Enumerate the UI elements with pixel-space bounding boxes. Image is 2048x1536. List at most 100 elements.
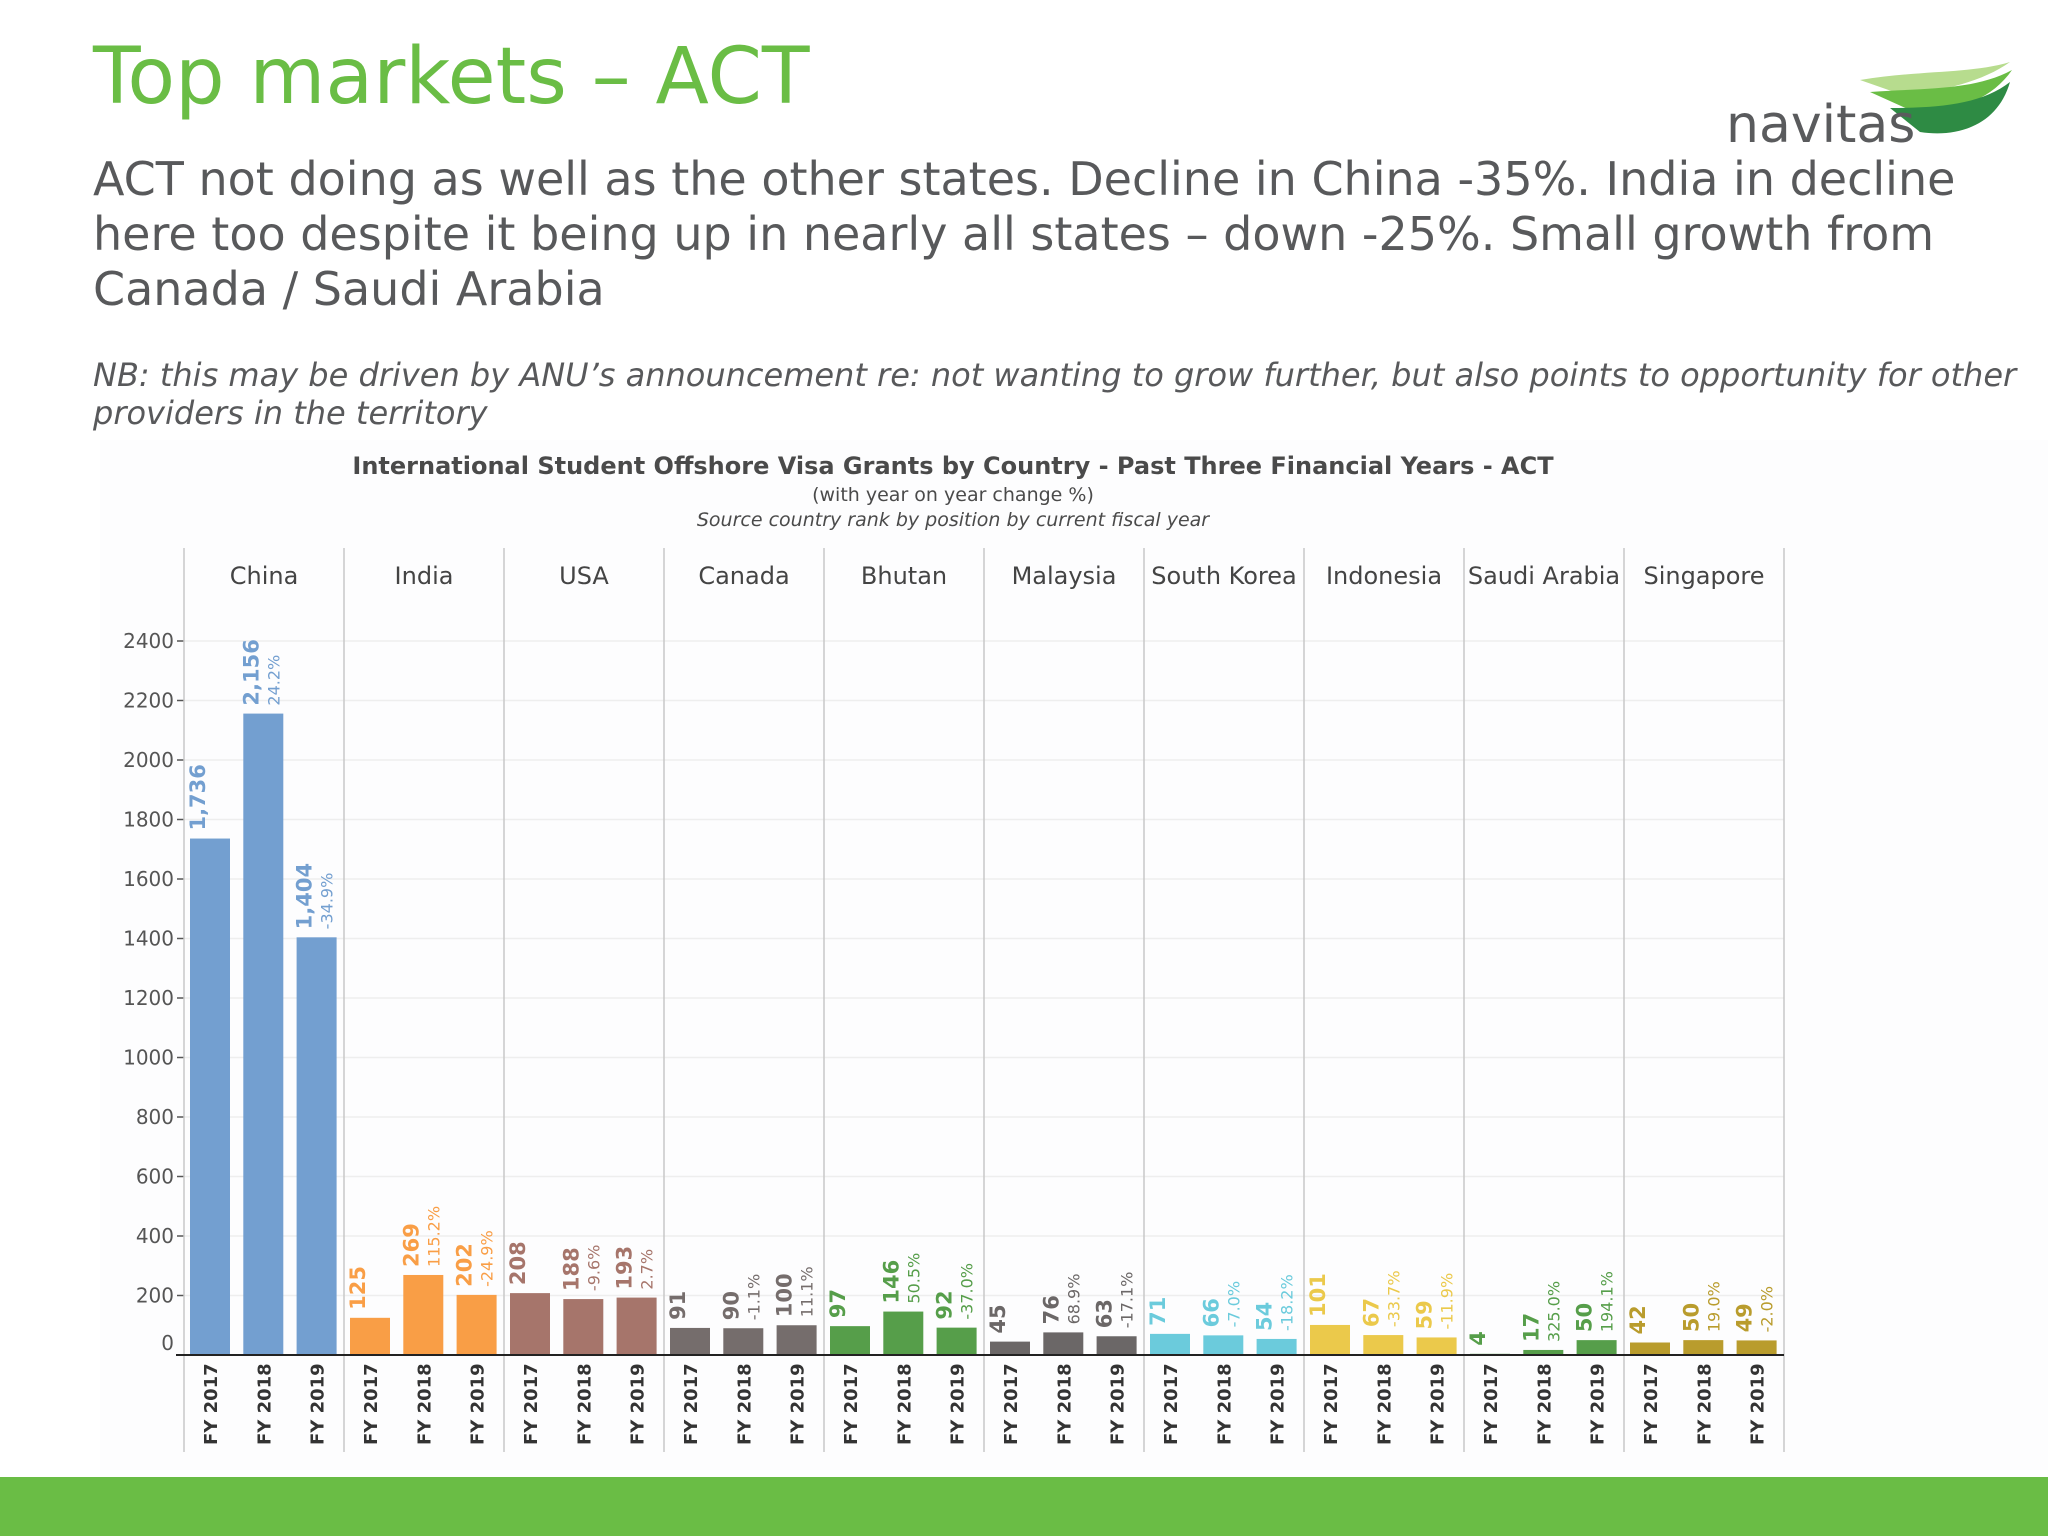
y-tick-label: 400: [136, 1224, 174, 1248]
x-tick-label: FY 2019: [1428, 1363, 1449, 1445]
bar: [616, 1297, 657, 1355]
change-label: -37.0%: [958, 1263, 977, 1320]
country-header: Malaysia: [1012, 562, 1117, 590]
country-header: India: [395, 562, 454, 590]
slide-note: NB: this may be driven by ANU’s announce…: [93, 356, 2017, 432]
country-header: Singapore: [1643, 562, 1764, 590]
x-tick-label: FY 2017: [361, 1363, 382, 1445]
change-label: 2.7%: [638, 1249, 657, 1290]
bar: [190, 838, 230, 1355]
data-label: 125: [346, 1266, 370, 1310]
change-label: 50.5%: [904, 1253, 923, 1304]
x-tick-label: FY 2017: [841, 1363, 862, 1445]
x-tick-label: FY 2019: [1588, 1363, 1609, 1445]
x-tick-label: FY 2019: [628, 1363, 649, 1445]
y-tick-label: 1400: [123, 927, 174, 951]
data-label: 42: [1626, 1305, 1650, 1334]
data-label: 67: [1359, 1298, 1383, 1327]
footer-bar: [0, 1477, 2048, 1536]
data-label: 4: [1466, 1331, 1490, 1346]
y-tick-label: 1200: [123, 986, 174, 1010]
data-label: 146: [879, 1260, 903, 1304]
logo-swoosh-dark: [1890, 82, 2010, 134]
x-tick-label: FY 2018: [1694, 1363, 1715, 1445]
x-tick-label: FY 2019: [948, 1363, 969, 1445]
change-label: -34.9%: [318, 873, 337, 930]
x-tick-label: FY 2017: [1321, 1363, 1342, 1445]
bar: [1683, 1340, 1724, 1355]
x-tick-label: FY 2017: [1161, 1363, 1182, 1445]
data-label: 54: [1253, 1302, 1277, 1331]
bar: [1203, 1335, 1244, 1355]
bar: [1363, 1335, 1404, 1355]
country-header: Canada: [698, 562, 789, 590]
bar: [243, 713, 284, 1355]
chart-subtitle: (with year on year change %): [812, 484, 1094, 506]
x-tick-label: FY 2017: [681, 1363, 702, 1445]
data-label: 91: [666, 1291, 690, 1320]
change-label: -24.9%: [478, 1230, 497, 1287]
x-tick-label: FY 2017: [1641, 1363, 1662, 1445]
data-label: 90: [719, 1291, 743, 1320]
logo-swoosh-light: [1860, 62, 2010, 94]
change-label: 11.1%: [798, 1266, 817, 1317]
chart-plot-area: 0 200 400 600 800 1000 1200 1400 1600 1800 2000 220…: [123, 548, 1785, 1452]
change-label: -2.0%: [1758, 1286, 1777, 1332]
x-tick-label: FY 2018: [414, 1363, 435, 1445]
country-header: Saudi Arabia: [1468, 562, 1620, 590]
navitas-logo: navitas: [1726, 62, 2012, 152]
x-tick-label: FY 2017: [521, 1363, 542, 1445]
logo-wordmark: navitas: [1726, 95, 1915, 152]
bar: [296, 937, 337, 1355]
change-label: -9.6%: [584, 1245, 603, 1291]
y-tick-label: 2400: [123, 629, 174, 653]
data-label: 1,736: [186, 764, 210, 830]
x-tick-label: FY 2018: [894, 1363, 915, 1445]
data-label: 71: [1146, 1297, 1170, 1326]
visa-grants-chart: International Student Offshore Visa Gran…: [123, 452, 1785, 1452]
y-tick-label: 600: [136, 1165, 174, 1189]
slide-title: Top markets – ACT: [93, 32, 810, 122]
data-label: 193: [613, 1246, 637, 1290]
bar: [1043, 1332, 1084, 1355]
x-tick-label: FY 2019: [1268, 1363, 1289, 1445]
bar: [403, 1274, 444, 1355]
logo-swoosh-mid: [1870, 70, 2012, 111]
data-label: 17: [1519, 1313, 1543, 1342]
y-tick-label: 800: [136, 1105, 174, 1129]
x-tick-label: FY 2019: [308, 1363, 329, 1445]
bar: [936, 1327, 977, 1355]
change-label: 68.9%: [1064, 1274, 1083, 1325]
bar: [1096, 1336, 1137, 1355]
country-header: Indonesia: [1326, 562, 1442, 590]
x-tick-label: FY 2017: [1001, 1363, 1022, 1445]
change-label: -33.7%: [1384, 1270, 1403, 1327]
data-label: 59: [1413, 1300, 1437, 1329]
x-tick-label: FY 2019: [788, 1363, 809, 1445]
data-label: 92: [933, 1290, 957, 1319]
bar: [723, 1328, 764, 1355]
x-tick-label: FY 2018: [1534, 1363, 1555, 1445]
change-label: 24.2%: [264, 655, 283, 706]
data-label: 101: [1306, 1273, 1330, 1317]
country-header: South Korea: [1151, 562, 1296, 590]
y-tick-label: 1600: [123, 867, 174, 891]
x-tick-label: FY 2018: [1054, 1363, 1075, 1445]
y-tick-label: 2000: [123, 748, 174, 772]
data-label: 202: [453, 1243, 477, 1287]
data-label: 63: [1093, 1299, 1117, 1328]
bar: [563, 1299, 604, 1355]
x-tick-label: FY 2018: [574, 1363, 595, 1445]
data-label: 2,156: [239, 639, 263, 705]
bar: [510, 1293, 550, 1355]
bar: [1416, 1337, 1457, 1355]
bar: [1256, 1338, 1297, 1355]
x-tick-label: FY 2018: [734, 1363, 755, 1445]
change-label: -1.1%: [744, 1274, 763, 1320]
data-label: 45: [986, 1304, 1010, 1333]
chart-caption: Source country rank by position by curre…: [697, 509, 1210, 531]
x-tick-label: FY 2018: [1374, 1363, 1395, 1445]
x-tick-label: FY 2018: [254, 1363, 275, 1445]
change-label: -11.9%: [1438, 1273, 1457, 1330]
y-tick-label: 200: [136, 1284, 174, 1308]
